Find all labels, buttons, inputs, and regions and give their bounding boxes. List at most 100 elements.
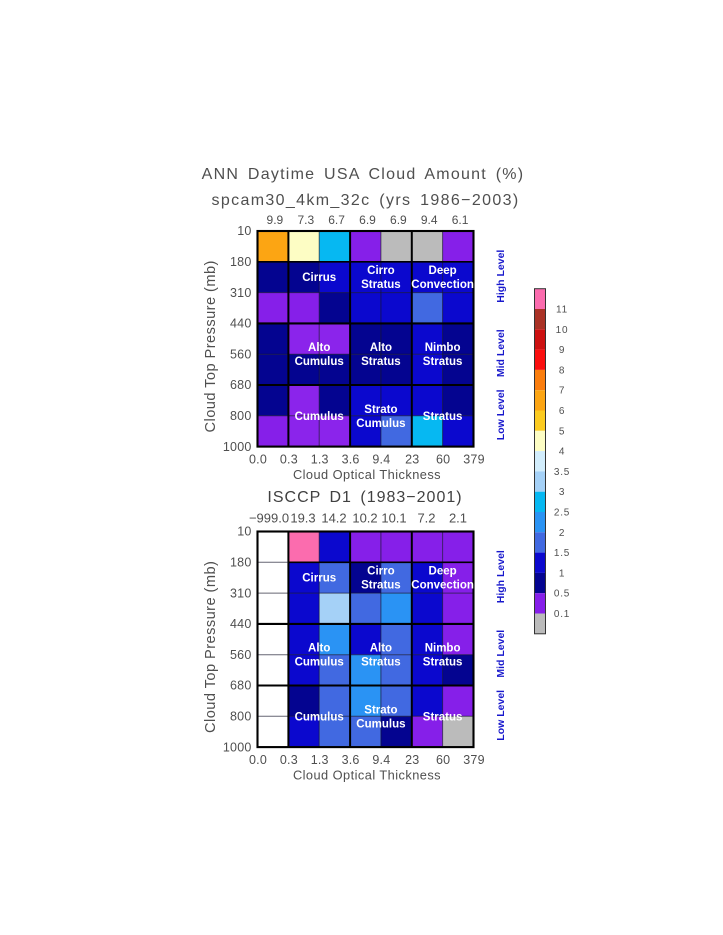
svg-text:3.5: 3.5 bbox=[554, 467, 570, 478]
svg-text:379: 379 bbox=[463, 452, 484, 466]
svg-text:Strato: Strato bbox=[364, 404, 397, 416]
svg-text:Stratus: Stratus bbox=[423, 356, 463, 368]
svg-text:6.9: 6.9 bbox=[359, 213, 376, 227]
svg-text:9.4: 9.4 bbox=[372, 753, 390, 767]
svg-text:Mid Level: Mid Level bbox=[495, 630, 507, 678]
svg-text:0.1: 0.1 bbox=[554, 609, 570, 620]
svg-text:9.9: 9.9 bbox=[267, 213, 284, 227]
svg-text:Alto: Alto bbox=[370, 342, 392, 354]
svg-text:5: 5 bbox=[559, 426, 565, 437]
svg-text:7.2: 7.2 bbox=[417, 511, 435, 526]
svg-text:Stratus: Stratus bbox=[361, 279, 401, 291]
svg-text:Strato: Strato bbox=[364, 704, 397, 716]
svg-text:560: 560 bbox=[230, 347, 251, 361]
svg-text:10: 10 bbox=[237, 525, 251, 539]
svg-text:0.0: 0.0 bbox=[249, 452, 267, 466]
svg-text:Nimbo: Nimbo bbox=[425, 342, 461, 354]
svg-text:3: 3 bbox=[559, 487, 565, 498]
svg-text:6: 6 bbox=[559, 406, 565, 417]
svg-text:60: 60 bbox=[436, 452, 450, 466]
svg-text:180: 180 bbox=[230, 255, 251, 269]
svg-text:8: 8 bbox=[559, 365, 565, 376]
svg-text:0.0: 0.0 bbox=[249, 753, 267, 767]
svg-text:379: 379 bbox=[463, 753, 484, 767]
svg-text:Stratus: Stratus bbox=[423, 411, 463, 423]
svg-text:Cumulus: Cumulus bbox=[295, 657, 344, 669]
svg-text:14.2: 14.2 bbox=[321, 511, 346, 526]
svg-text:ANN Daytime USA Cloud Amount (: ANN Daytime USA Cloud Amount (%) bbox=[202, 166, 525, 183]
svg-text:Cumulus: Cumulus bbox=[356, 718, 405, 730]
svg-text:Cloud Top Pressure (mb): Cloud Top Pressure (mb) bbox=[203, 561, 219, 733]
svg-text:3.6: 3.6 bbox=[342, 753, 360, 767]
svg-text:1000: 1000 bbox=[223, 440, 252, 454]
svg-text:Low Level: Low Level bbox=[495, 690, 507, 741]
svg-text:Cloud Optical Thickness: Cloud Optical Thickness bbox=[293, 467, 441, 482]
svg-text:4: 4 bbox=[559, 447, 565, 458]
svg-text:Deep: Deep bbox=[429, 265, 457, 277]
svg-text:180: 180 bbox=[230, 556, 251, 570]
svg-text:Cumulus: Cumulus bbox=[295, 356, 344, 368]
svg-text:Cumulus: Cumulus bbox=[295, 411, 344, 423]
svg-text:9: 9 bbox=[559, 345, 565, 356]
svg-text:23: 23 bbox=[405, 753, 419, 767]
svg-text:Convection: Convection bbox=[411, 279, 474, 291]
svg-text:Nimbo: Nimbo bbox=[425, 643, 461, 655]
svg-text:1.5: 1.5 bbox=[554, 548, 570, 559]
svg-text:Cirrus: Cirrus bbox=[302, 272, 336, 284]
svg-text:3.6: 3.6 bbox=[342, 452, 360, 466]
svg-text:6.1: 6.1 bbox=[452, 213, 469, 227]
svg-text:680: 680 bbox=[230, 378, 251, 392]
svg-text:spcam30_4km_32c (yrs 1986−2003: spcam30_4km_32c (yrs 1986−2003) bbox=[212, 192, 520, 209]
svg-text:6.9: 6.9 bbox=[390, 213, 407, 227]
svg-text:60: 60 bbox=[436, 753, 450, 767]
svg-text:7.3: 7.3 bbox=[297, 213, 314, 227]
svg-text:310: 310 bbox=[230, 586, 251, 600]
svg-text:Stratus: Stratus bbox=[361, 580, 401, 592]
svg-text:440: 440 bbox=[230, 617, 251, 631]
svg-text:6.7: 6.7 bbox=[328, 213, 345, 227]
svg-text:1: 1 bbox=[559, 568, 565, 579]
svg-text:2.1: 2.1 bbox=[449, 511, 467, 526]
svg-text:Cirro: Cirro bbox=[367, 265, 394, 277]
svg-text:Stratus: Stratus bbox=[423, 711, 463, 723]
svg-text:680: 680 bbox=[230, 679, 251, 693]
svg-text:1.3: 1.3 bbox=[311, 452, 329, 466]
svg-text:Cloud Optical Thickness: Cloud Optical Thickness bbox=[293, 768, 441, 783]
svg-text:Cirro: Cirro bbox=[367, 566, 394, 578]
svg-text:10: 10 bbox=[237, 224, 251, 238]
svg-text:Cumulus: Cumulus bbox=[356, 418, 405, 430]
svg-text:23: 23 bbox=[405, 452, 419, 466]
svg-text:Alto: Alto bbox=[370, 643, 392, 655]
svg-text:19.3: 19.3 bbox=[290, 511, 315, 526]
svg-text:9.4: 9.4 bbox=[372, 452, 390, 466]
svg-text:11: 11 bbox=[556, 305, 568, 316]
svg-text:Cloud Top Pressure (mb): Cloud Top Pressure (mb) bbox=[203, 260, 219, 432]
svg-text:Alto: Alto bbox=[308, 342, 330, 354]
svg-text:800: 800 bbox=[230, 710, 251, 724]
svg-text:10: 10 bbox=[556, 325, 569, 336]
svg-text:ISCCP D1 (1983−2001): ISCCP D1 (1983−2001) bbox=[267, 489, 462, 506]
svg-text:0.3: 0.3 bbox=[280, 452, 298, 466]
svg-text:10.2: 10.2 bbox=[352, 511, 377, 526]
svg-text:Stratus: Stratus bbox=[361, 657, 401, 669]
svg-text:High Level: High Level bbox=[495, 550, 507, 603]
svg-text:2: 2 bbox=[559, 528, 565, 539]
svg-text:−999.0: −999.0 bbox=[249, 511, 289, 526]
svg-text:310: 310 bbox=[230, 286, 251, 300]
svg-text:1000: 1000 bbox=[223, 740, 252, 754]
svg-text:Cumulus: Cumulus bbox=[295, 711, 344, 723]
svg-text:2.5: 2.5 bbox=[554, 508, 570, 519]
svg-text:0.5: 0.5 bbox=[554, 589, 570, 600]
svg-text:440: 440 bbox=[230, 317, 251, 331]
svg-text:Mid Level: Mid Level bbox=[495, 329, 507, 377]
svg-text:10.1: 10.1 bbox=[381, 511, 406, 526]
svg-text:Deep: Deep bbox=[429, 566, 457, 578]
svg-text:Stratus: Stratus bbox=[423, 657, 463, 669]
svg-text:560: 560 bbox=[230, 648, 251, 662]
svg-text:Alto: Alto bbox=[308, 643, 330, 655]
svg-text:7: 7 bbox=[559, 386, 565, 397]
svg-text:800: 800 bbox=[230, 409, 251, 423]
svg-text:Cirrus: Cirrus bbox=[302, 573, 336, 585]
svg-text:0.3: 0.3 bbox=[280, 753, 298, 767]
svg-text:9.4: 9.4 bbox=[421, 213, 438, 227]
